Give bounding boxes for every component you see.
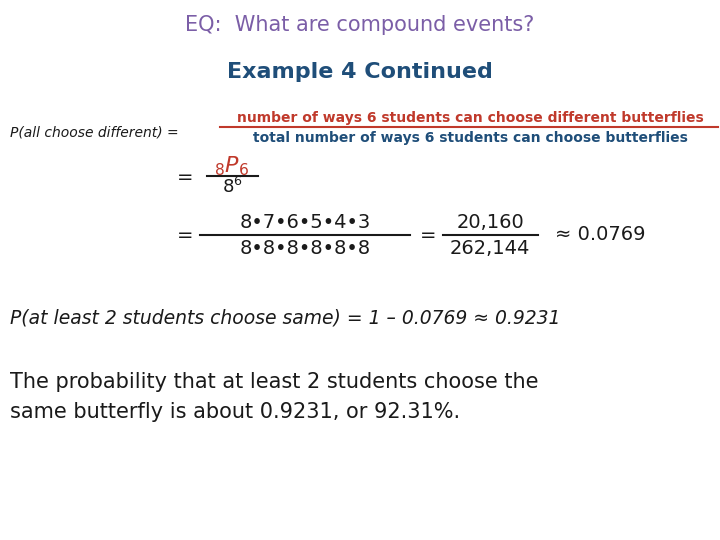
Text: The probability that at least 2 students choose the: The probability that at least 2 students… (10, 372, 539, 392)
Text: number of ways 6 students can choose different butterflies: number of ways 6 students can choose dif… (237, 111, 703, 125)
Text: 262,144: 262,144 (450, 240, 530, 259)
Text: 8•8•8•8•8•8: 8•8•8•8•8•8 (240, 240, 371, 259)
Text: =: = (176, 167, 193, 186)
Text: total number of ways 6 students can choose butterflies: total number of ways 6 students can choo… (253, 131, 688, 145)
Text: 8•7•6•5•4•3: 8•7•6•5•4•3 (239, 213, 371, 232)
Text: P(all choose different) =: P(all choose different) = (10, 125, 179, 139)
Text: EQ:  What are compound events?: EQ: What are compound events? (185, 15, 535, 35)
Text: 20,160: 20,160 (456, 213, 524, 232)
Text: P(at least 2 students choose same) = 1 – 0.0769 ≈ 0.9231: P(at least 2 students choose same) = 1 –… (10, 308, 560, 327)
Text: same butterfly is about 0.9231, or 92.31%.: same butterfly is about 0.9231, or 92.31… (10, 402, 460, 422)
Text: =: = (176, 226, 193, 245)
Text: $_8P_6$: $_8P_6$ (215, 154, 250, 178)
Text: ≈ 0.0769: ≈ 0.0769 (555, 226, 646, 245)
Text: $8^6$: $8^6$ (222, 177, 243, 197)
Text: =: = (420, 226, 436, 245)
Text: Example 4 Continued: Example 4 Continued (227, 62, 493, 82)
